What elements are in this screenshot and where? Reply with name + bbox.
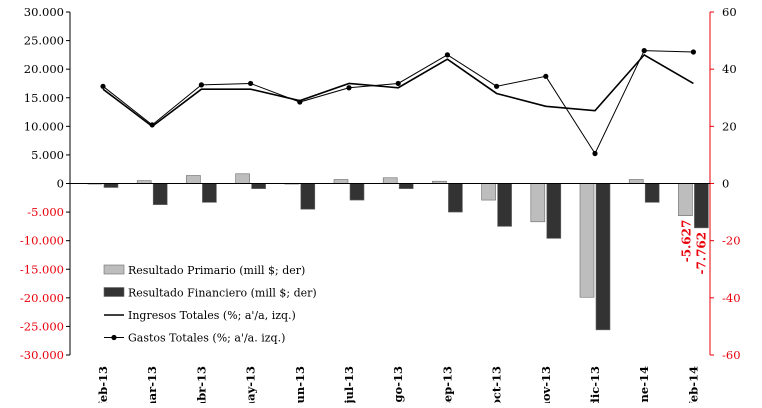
bar-resultado-financiero bbox=[596, 184, 610, 330]
gastos-marker bbox=[100, 84, 105, 89]
gastos-marker bbox=[445, 52, 450, 57]
bar-resultado-financiero bbox=[645, 184, 659, 203]
bar-resultado-financiero bbox=[399, 184, 413, 189]
bar-resultado-primario bbox=[580, 184, 594, 298]
left-tick-label: -10.000 bbox=[20, 234, 64, 248]
bar-resultado-financiero bbox=[202, 184, 216, 203]
bar-resultado-financiero bbox=[301, 184, 315, 210]
gastos-marker bbox=[642, 48, 647, 53]
annotation-financiero-value: -7.762 bbox=[694, 232, 708, 275]
left-tick-label: -30.000 bbox=[20, 348, 64, 362]
x-tick-label: sep-13 bbox=[440, 366, 454, 403]
right-tick-label: -20 bbox=[722, 234, 741, 248]
gastos-marker bbox=[248, 81, 253, 86]
left-tick-label: 30.000 bbox=[24, 5, 64, 19]
bar-resultado-financiero bbox=[104, 184, 118, 188]
bar-resultado-primario bbox=[383, 178, 397, 184]
left-axis: 30.000 25.000 20.000 15.000 10.000 5.000 0 -5.0… bbox=[20, 5, 70, 362]
bar-resultado-financiero bbox=[547, 184, 561, 239]
x-tick-label: jun-13 bbox=[293, 366, 307, 403]
legend: Resultado Primario (mill $; der) Resultad… bbox=[104, 264, 317, 345]
bar-resultado-primario bbox=[334, 179, 348, 183]
left-tick-label: 5.000 bbox=[31, 148, 64, 162]
gastos-marker bbox=[199, 82, 204, 87]
line-gastos-totales bbox=[103, 51, 693, 154]
bar-resultado-financiero bbox=[498, 184, 512, 227]
left-tick-label: -5.000 bbox=[27, 205, 64, 219]
legend-label: Ingresos Totales (%; a'/a, izq.) bbox=[128, 309, 296, 322]
bar-resultado-financiero bbox=[252, 184, 266, 189]
legend-label: Resultado Primario (mill $; der) bbox=[128, 264, 305, 277]
gastos-marker bbox=[494, 84, 499, 89]
bar-resultado-primario bbox=[482, 184, 496, 201]
x-tick-label: nov-13 bbox=[539, 366, 553, 403]
x-tick-label: abr-13 bbox=[194, 366, 208, 403]
right-tick-label: -60 bbox=[722, 348, 741, 362]
gastos-marker bbox=[297, 99, 302, 104]
gastos-marker bbox=[543, 74, 548, 79]
right-tick-label: 40 bbox=[722, 62, 737, 76]
bar-resultado-primario bbox=[629, 179, 643, 183]
legend-label: Resultado Financiero (mill $; der) bbox=[128, 287, 317, 300]
gastos-marker bbox=[396, 81, 401, 86]
gastos-marker bbox=[592, 151, 597, 156]
right-tick-label: 0 bbox=[722, 177, 729, 191]
right-tick-label: 20 bbox=[722, 119, 737, 133]
line-ingresos-totales bbox=[103, 55, 693, 126]
x-axis-labels: feb-13 mar-13 abr-13 may-13 jun-13 jul-13 ago-… bbox=[96, 366, 700, 403]
bar-resultado-financiero bbox=[350, 184, 364, 201]
legend-swatch bbox=[104, 288, 124, 297]
left-tick-label: 15.000 bbox=[24, 91, 64, 105]
bar-resultado-financiero bbox=[153, 184, 167, 205]
left-tick-label: 25.000 bbox=[24, 34, 64, 48]
legend-marker bbox=[111, 335, 116, 340]
line-series bbox=[100, 48, 696, 156]
legend-label: Gastos Totales (%; a'/a. izq.) bbox=[128, 332, 285, 345]
bar-resultado-primario bbox=[531, 184, 545, 222]
x-tick-label: ene-14 bbox=[637, 366, 651, 403]
left-tick-label: 10.000 bbox=[24, 119, 64, 133]
bar-series bbox=[88, 174, 708, 330]
x-tick-label: jul-13 bbox=[342, 366, 356, 403]
bar-resultado-financiero bbox=[448, 184, 462, 213]
left-tick-label: -15.000 bbox=[20, 262, 64, 276]
bar-resultado-primario bbox=[186, 175, 200, 183]
right-tick-label: 60 bbox=[722, 5, 737, 19]
bar-resultado-primario bbox=[236, 174, 250, 184]
x-tick-label: dic-13 bbox=[588, 366, 602, 403]
x-tick-label: may-13 bbox=[244, 366, 258, 403]
left-tick-label: -25.000 bbox=[20, 319, 64, 333]
left-tick-label: 0 bbox=[57, 177, 64, 191]
x-tick-label: mar-13 bbox=[145, 366, 159, 403]
gastos-marker bbox=[346, 85, 351, 90]
x-tick-label: feb-14 bbox=[686, 366, 700, 403]
annotation-primario-value: -5.627 bbox=[679, 220, 693, 263]
x-tick-label: oct-13 bbox=[490, 366, 504, 403]
left-tick-label: -20.000 bbox=[20, 291, 64, 305]
bar-resultado-primario bbox=[678, 184, 692, 216]
right-axis: 60 40 20 0 -20 -40 -60 bbox=[710, 5, 741, 362]
gastos-marker bbox=[691, 49, 696, 54]
left-tick-label: 20.000 bbox=[24, 62, 64, 76]
bar-resultado-financiero bbox=[694, 184, 708, 228]
right-tick-label: -40 bbox=[722, 291, 741, 305]
x-tick-label: ago-13 bbox=[391, 366, 405, 403]
x-tick-label: feb-13 bbox=[96, 366, 110, 403]
legend-swatch bbox=[104, 265, 124, 274]
gastos-marker bbox=[150, 122, 155, 127]
